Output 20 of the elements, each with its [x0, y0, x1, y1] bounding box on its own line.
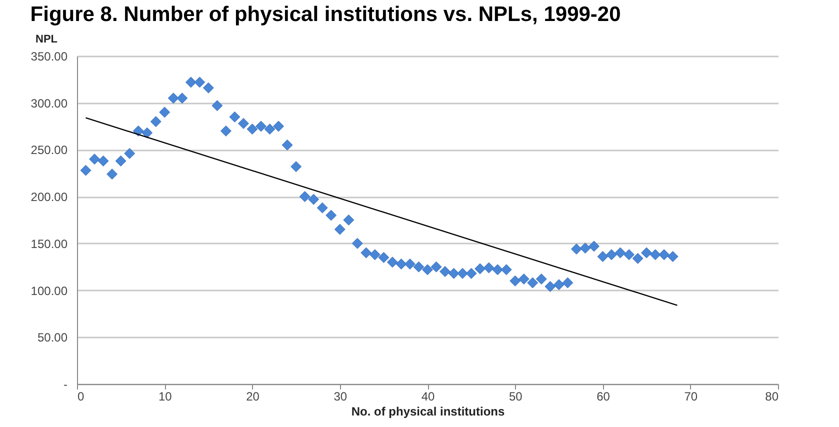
x-tick-label: 70 [684, 390, 698, 404]
y-tick-label: 150.00 [30, 236, 68, 251]
x-tick-label: 80 [765, 390, 779, 404]
x-tick-label: 30 [334, 390, 348, 404]
y-tick-label: 200.00 [30, 190, 68, 204]
y-axis-title: NPL [36, 34, 58, 46]
x-axis-title: No. of physical institutions [351, 404, 505, 418]
x-tick-label: 0 [78, 390, 84, 404]
y-tick-label: 50.00 [37, 330, 68, 345]
x-tick-label: 40 [421, 390, 435, 404]
x-tick-label: 60 [596, 390, 610, 404]
y-tick-label: 350.00 [30, 50, 68, 64]
y-tick-label: 100.00 [30, 284, 68, 298]
y-tick-label: - [64, 378, 68, 392]
chart-title: Figure 8. Number of physical institutions vs. NPLs, 1999-20 [30, 3, 621, 26]
x-tick-label: 50 [508, 390, 523, 404]
x-tick-label: 10 [158, 390, 172, 404]
y-tick-label: 250.00 [30, 143, 68, 158]
y-tick-label: 300.00 [30, 96, 68, 110]
x-tick-label: 20 [246, 390, 260, 404]
